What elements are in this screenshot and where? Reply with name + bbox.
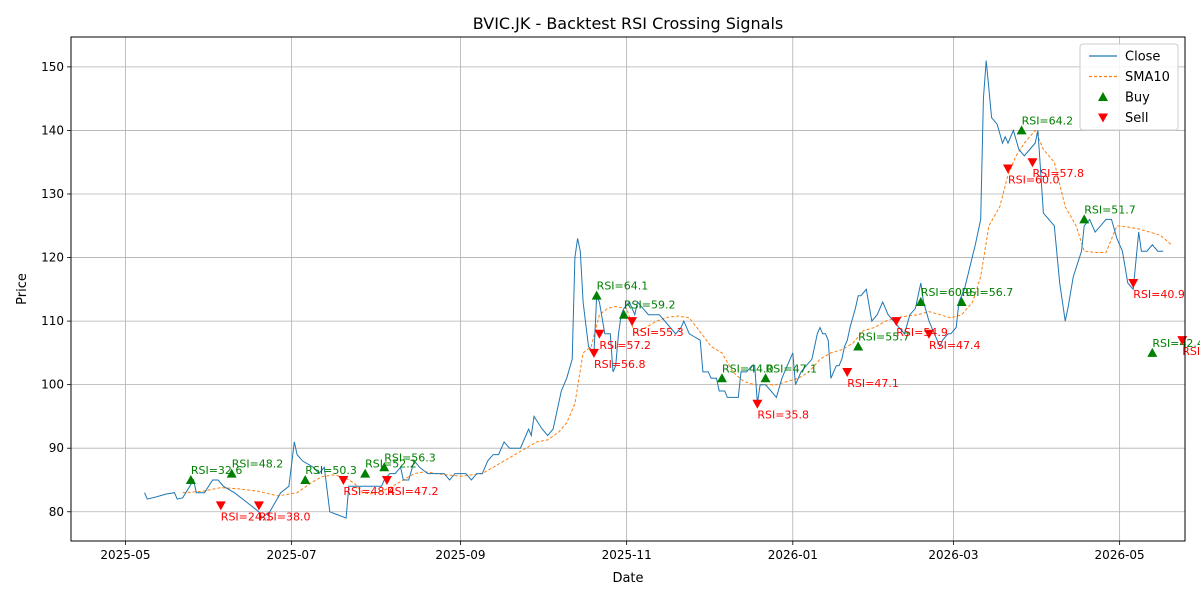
sell-marker [381,475,392,485]
x-tick-label: 2025-07 [267,548,317,562]
y-tick-label: 140 [41,123,64,137]
buy-label: RSI=47.1 [766,362,818,375]
buy-marker [716,373,727,383]
sell-marker [253,501,264,511]
y-tick-label: 150 [41,60,64,74]
sell-marker [1128,278,1139,288]
legend-swatch-sell [1098,113,1108,123]
x-axis-label: Date [612,571,643,586]
buy-marker [956,297,967,307]
buy-label: RSI=44.0 [722,362,774,375]
sell-marker [215,501,226,511]
y-tick-label: 90 [49,441,64,455]
x-tick-label: 2025-05 [100,548,150,562]
legend-box [1079,43,1179,131]
x-tick-label: 2025-09 [435,548,485,562]
sell-marker [338,475,349,485]
sell-label: RSI=35.8 [757,409,809,422]
sell-label: RSI=54.9 [896,326,948,339]
sell-label: RSI=60.0 [1008,174,1060,187]
y-tick-label: 100 [41,378,64,392]
y-tick-label: 110 [41,314,64,328]
legend-label: SMA10 [1125,70,1170,85]
buy-label: RSI=51.7 [1084,203,1136,216]
buy-label: RSI=42.4 [1152,337,1200,350]
legend-label: Sell [1125,111,1148,126]
sell-marker [752,399,763,409]
sell-label: RSI=40.9 [1133,288,1185,301]
buy-label: RSI=64.1 [597,280,649,293]
sell-marker [891,317,902,327]
y-tick-label: 120 [41,251,64,265]
sell-marker [627,317,638,327]
buy-label: RSI=56.7 [962,286,1014,299]
sell-label: RSI=47.2 [387,485,439,498]
sell-label: RSI=47.7 [1182,345,1200,358]
buy-marker [226,468,237,478]
buy-label: RSI=64.2 [1022,114,1074,127]
x-tick-label: 2026-05 [1095,548,1145,562]
sell-label: RSI=38.0 [259,510,311,523]
buy-marker [760,373,771,383]
sell-marker [594,329,605,339]
series-sma10-line [182,129,1172,497]
sell-label: RSI=56.8 [594,358,646,371]
sell-label: RSI=57.2 [599,339,651,352]
buy-marker [300,474,311,484]
buy-label: RSI=55.7 [858,331,910,344]
buy-label: RSI=50.3 [305,464,357,477]
sell-marker [923,329,934,339]
buy-label: RSI=56.3 [384,451,436,464]
series-close-line [144,60,1164,519]
sell-label: RSI=57.8 [1032,167,1084,180]
sell-label: RSI=47.4 [929,339,981,352]
buy-marker [379,462,390,472]
legend-label: Close [1125,50,1160,65]
sell-marker [842,367,853,377]
chart-title: BVIC.JK - Backtest RSI Crossing Signals [473,14,783,33]
y-axis-label: Price [15,273,30,305]
buy-label: RSI=48.2 [232,458,284,471]
y-tick-label: 130 [41,187,64,201]
y-tick-label: 80 [49,505,64,519]
series-layer [144,60,1172,519]
buy-label: RSI=60.9 [921,286,973,299]
axes: 2025-05 2025-07 2025-09 2025-11 2026-01 2026-… [41,60,1145,562]
sell-label: RSI=48.4 [343,485,395,498]
legend-label: Buy [1125,91,1150,106]
buy-label: RSI=52.2 [365,458,417,471]
buy-marker [591,290,602,300]
buy-marker [360,468,371,478]
x-tick-label: 2026-03 [928,548,978,562]
buy-marker [1147,347,1158,357]
buy-marker [1016,125,1027,135]
buy-marker [618,309,629,319]
buy-marker [915,297,926,307]
sell-marker [1027,158,1038,168]
sell-label: RSI=55.3 [632,326,684,339]
legend: Close SMA10 Buy Sell [1079,43,1179,131]
buy-marker [185,474,196,484]
x-tick-label: 2025-11 [602,548,652,562]
sell-marker [1002,164,1013,174]
sell-label: RSI=47.1 [847,377,899,390]
legend-swatch-buy [1098,92,1108,101]
buy-marker [1079,214,1090,224]
plot-frame [70,36,1186,542]
sell-marker [588,348,599,358]
x-tick-label: 2026-01 [768,548,818,562]
sell-label: RSI=24.1 [221,510,273,523]
buy-label: RSI=59.2 [624,299,676,312]
buy-marker [853,341,864,351]
